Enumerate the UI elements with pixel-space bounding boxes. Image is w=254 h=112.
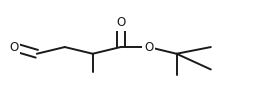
Text: O: O: [116, 16, 125, 29]
Text: O: O: [9, 41, 19, 54]
Text: O: O: [144, 41, 153, 54]
